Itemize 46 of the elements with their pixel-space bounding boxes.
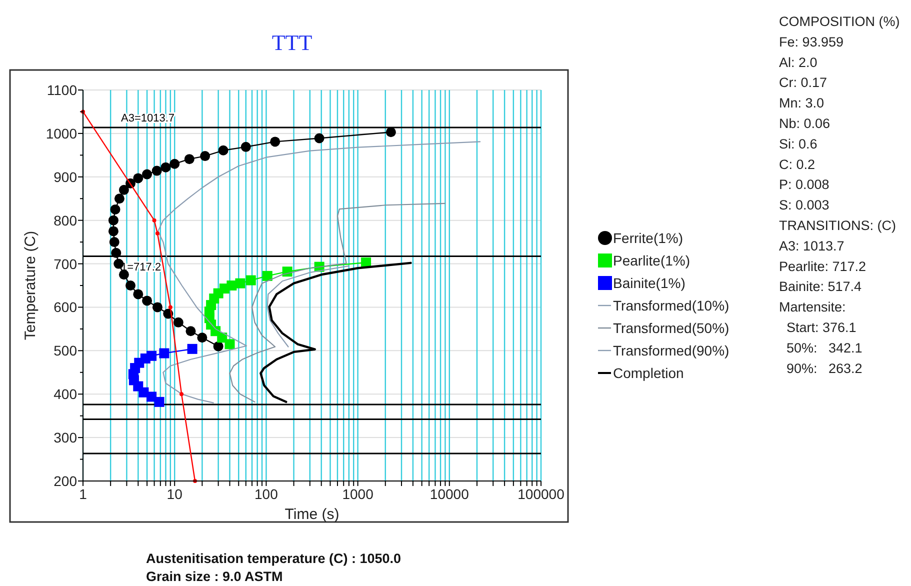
text: P: 0.008	[779, 177, 830, 192]
y-tick-label: 600	[54, 299, 78, 316]
legend-label: Ferrite(1%)	[613, 230, 684, 246]
x-tick-label: 100	[254, 486, 278, 502]
text: 90%: 263.2	[779, 360, 862, 376]
y-tick-label: 200	[54, 473, 78, 489]
text: C: 0.2	[779, 156, 816, 172]
text: TRANSITIONS: (C)	[779, 218, 896, 233]
x-tick-label: 1	[79, 486, 88, 502]
text: Si: 0.6	[779, 136, 818, 152]
text: Nb: 0.06	[779, 116, 830, 131]
legend-label: Transformed(50%)	[613, 320, 730, 336]
text: Mn: 3.0	[779, 96, 824, 111]
x-tick-label: 10000	[430, 486, 470, 502]
text: Bainite: 517.4	[779, 279, 862, 294]
y-tick-label: 1100	[46, 82, 78, 98]
text: A3: 1013.7	[779, 238, 844, 254]
y-tick-label: 900	[54, 168, 78, 185]
y-tick-label: 300	[54, 430, 78, 446]
legend-label: Bainite(1%)	[613, 275, 686, 291]
x-tick-label: 10	[166, 486, 183, 502]
text: Start: 376.1	[779, 320, 856, 335]
text: Pearlite: 717.2	[779, 258, 866, 274]
x-tick-label: 1000	[342, 486, 374, 502]
text: Fe: 93.959	[779, 34, 844, 50]
text: S: 0.003	[779, 198, 830, 213]
text: Al: 2.0	[779, 54, 818, 70]
legend-label: Completion	[613, 365, 684, 381]
legend-label: Transformed(90%)	[613, 342, 730, 358]
y-tick-label: 800	[54, 212, 78, 228]
y-tick-label: 1000	[46, 125, 78, 142]
x-axis-title: Time (s)	[284, 506, 340, 523]
y-tick-label: 400	[54, 386, 78, 402]
x-tick-label: 100000	[518, 486, 565, 502]
y-tick-label: 500	[54, 342, 78, 359]
text: Cr: 0.17	[779, 75, 828, 90]
text: Martensite:	[779, 300, 846, 315]
text: Austenitisation temperature (C) : 1050.0	[146, 551, 402, 566]
y-tick-label: 700	[54, 256, 78, 272]
chart-title: TTT	[272, 30, 313, 55]
text: COMPOSITION (%)	[779, 14, 900, 29]
legend-label: Pearlite(1%)	[613, 252, 690, 268]
y-axis-title: Temperature (C)	[22, 230, 39, 340]
legend-label: Transformed(10%)	[613, 298, 730, 314]
text: Grain size : 9.0 ASTM	[146, 569, 283, 584]
text: 50%: 342.1	[779, 340, 862, 356]
